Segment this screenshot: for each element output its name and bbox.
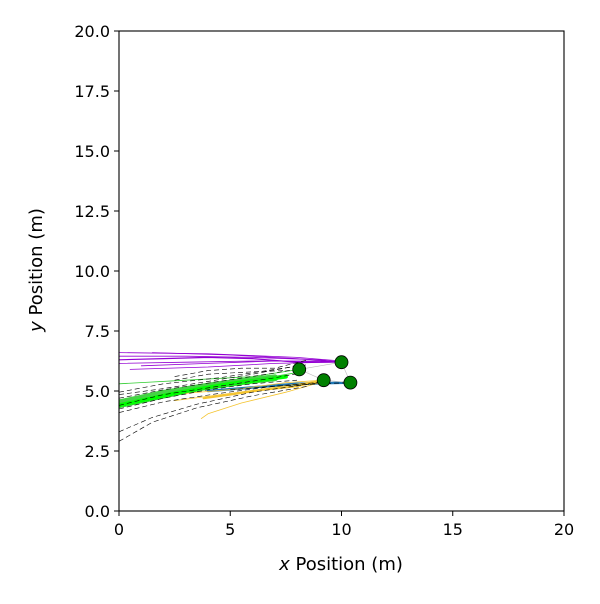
trajectory-line-3 xyxy=(140,360,342,367)
x-tick-label-0: 0 xyxy=(114,520,124,539)
y-axis-label: y Position (m) xyxy=(26,208,47,333)
trajectory-line-24 xyxy=(174,359,309,377)
trajectory-line-27 xyxy=(119,379,298,410)
y-tick-label-5: 12.5 xyxy=(74,202,110,221)
x-tick-label-1: 5 xyxy=(225,520,235,539)
trajectory-line-25 xyxy=(119,365,298,395)
trajectory-line-16 xyxy=(185,379,325,394)
agent-marker-1 xyxy=(334,355,349,370)
trajectory-line-26 xyxy=(230,382,351,391)
trajectory-line-1 xyxy=(119,355,342,363)
y-tick-label-2: 5.0 xyxy=(85,382,110,401)
agent-marker-0 xyxy=(292,362,307,377)
trajectory-line-21 xyxy=(119,366,309,399)
trajectory-line-10 xyxy=(119,369,300,385)
trajectory-line-4 xyxy=(129,361,331,370)
x-tick-label-3: 15 xyxy=(443,520,463,539)
agent-link-0 xyxy=(299,361,342,370)
trajectory-line-17 xyxy=(119,385,309,442)
trajectory-line-8 xyxy=(119,374,288,408)
agent-marker-2 xyxy=(316,373,331,388)
x-axis-label: x Position (m) xyxy=(278,554,403,575)
y-tick-label-0: 0.0 xyxy=(85,502,110,521)
y-tick-label-1: 2.5 xyxy=(85,442,110,461)
plot-frame xyxy=(118,30,565,512)
trajectory-line-6 xyxy=(119,352,342,362)
trajectory-line-14 xyxy=(200,381,325,419)
y-tick-label-6: 15.0 xyxy=(74,142,110,161)
x-tick-label-2: 10 xyxy=(331,520,351,539)
trajectory-line-18 xyxy=(119,382,320,433)
trajectory-line-0 xyxy=(119,356,343,363)
trajectory-line-23 xyxy=(174,370,286,381)
agent-marker-3 xyxy=(343,375,358,390)
trajectory-line-19 xyxy=(119,381,331,413)
y-tick-label-4: 10.0 xyxy=(74,262,110,281)
y-tick-label-7: 17.5 xyxy=(74,82,110,101)
trajectory-line-15 xyxy=(174,379,325,401)
trajectory-line-13 xyxy=(202,379,325,400)
x-tick-label-4: 20 xyxy=(554,520,574,539)
y-tick-label-8: 20.0 xyxy=(74,22,110,41)
y-tick-label-3: 7.5 xyxy=(85,322,110,341)
trajectory-line-20 xyxy=(119,371,309,406)
